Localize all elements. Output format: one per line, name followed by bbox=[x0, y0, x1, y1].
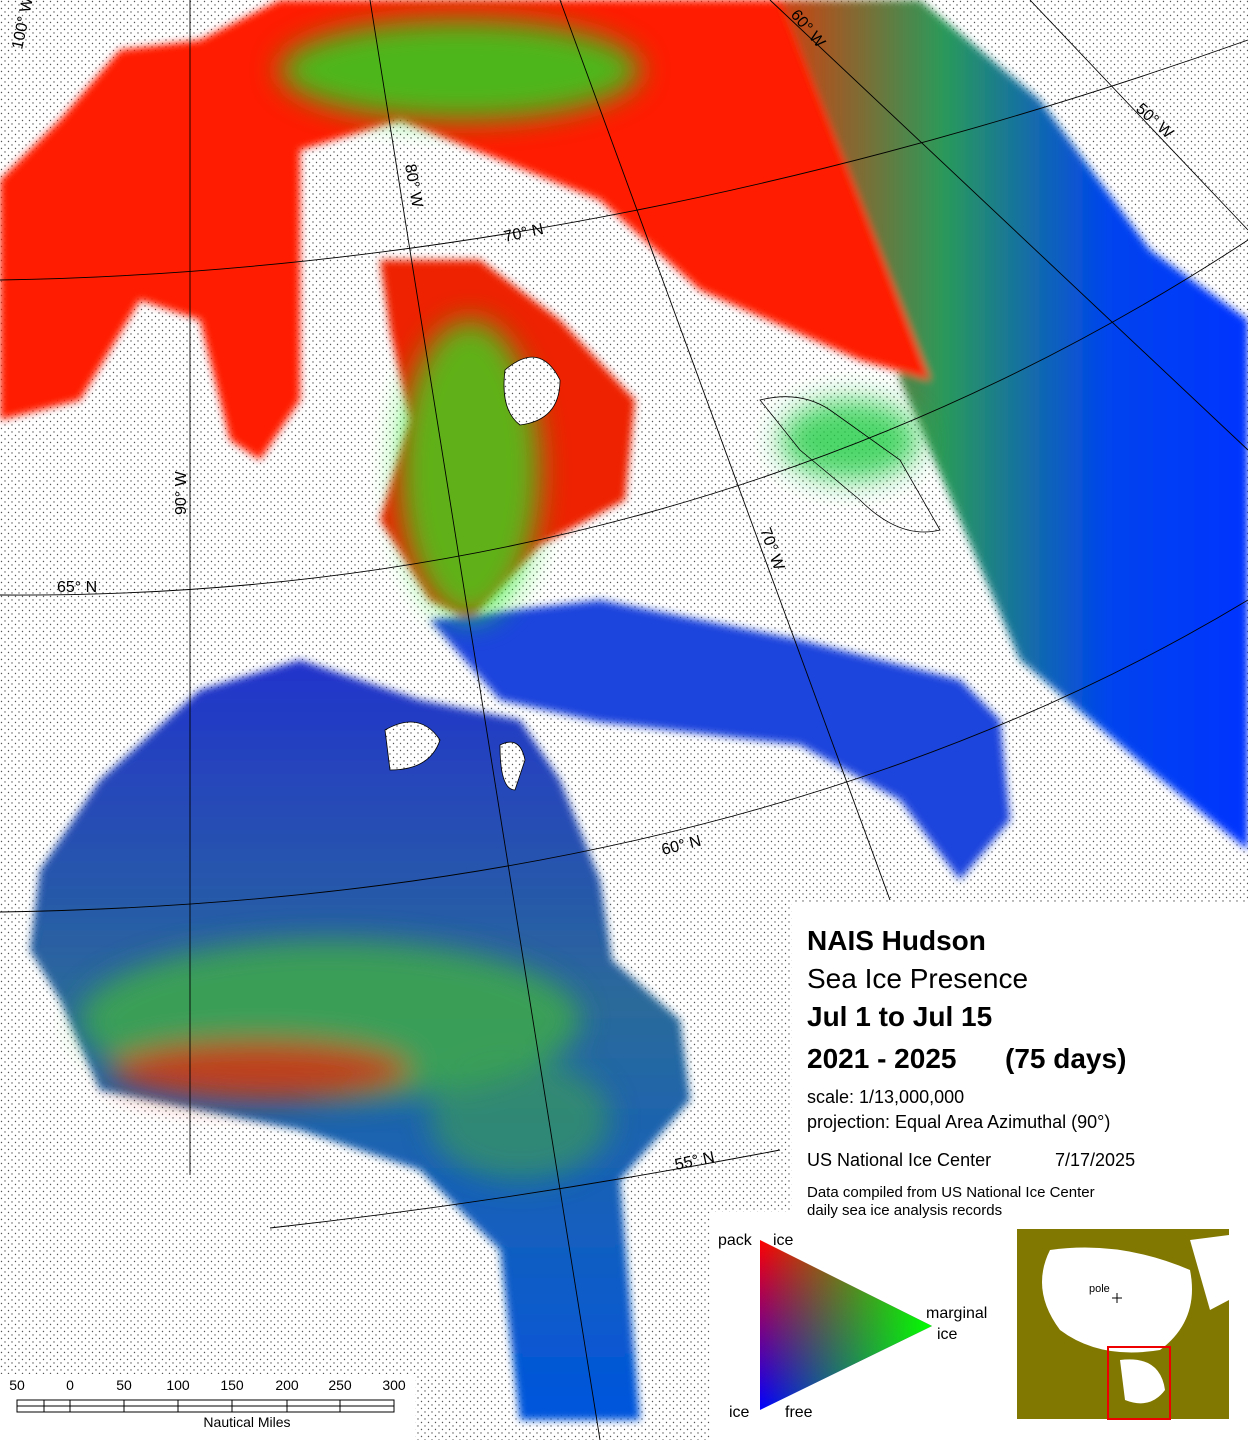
legend-panel: NAIS Hudson Sea Ice Presence Jul 1 to Ju… bbox=[710, 903, 1248, 1440]
legend-label: free bbox=[785, 1404, 813, 1421]
parallel bbox=[269, 1149, 781, 1229]
days: (75 days) bbox=[1005, 1043, 1126, 1074]
island bbox=[499, 741, 526, 791]
baffin-labrador bbox=[780, 0, 1248, 850]
panel-bg bbox=[792, 903, 1248, 1225]
scale-tick-label: 50 bbox=[116, 1377, 132, 1393]
legend-label: ice bbox=[937, 1326, 958, 1343]
subtitle: Sea Ice Presence bbox=[807, 963, 1028, 994]
period: Jul 1 to Jul 15 bbox=[807, 1001, 992, 1032]
inset-map: pole bbox=[1017, 1229, 1229, 1420]
scale-tick-label: 200 bbox=[275, 1377, 299, 1393]
inset-ocean bbox=[1120, 1359, 1165, 1404]
scale-tick-label: 50 bbox=[9, 1377, 25, 1393]
red-zone bbox=[110, 1040, 410, 1100]
island bbox=[503, 356, 561, 426]
inset-label: pole bbox=[1089, 1283, 1110, 1295]
legend-label: ice bbox=[729, 1404, 750, 1421]
island bbox=[384, 721, 441, 771]
parallel bbox=[0, 39, 1248, 281]
parallel bbox=[0, 599, 1248, 913]
meridian bbox=[369, 0, 601, 1440]
parallel bbox=[0, 239, 1248, 596]
scale-divisions bbox=[17, 1400, 394, 1412]
island bbox=[759, 396, 941, 533]
scale-tick-label: 100 bbox=[166, 1377, 190, 1393]
inset-frame bbox=[1107, 1346, 1171, 1420]
scale: scale: 1/13,000,000 bbox=[807, 1087, 964, 1107]
note: Data compiled from US National Ice Cente… bbox=[807, 1184, 1095, 1201]
legend-label: ice bbox=[773, 1232, 794, 1249]
scale-tick-label: 250 bbox=[328, 1377, 352, 1393]
green-zone bbox=[280, 20, 640, 120]
scale-unit: Nautical Miles bbox=[203, 1414, 290, 1430]
years: 2021 - 2025 bbox=[807, 1043, 956, 1074]
legend-triangle-overlay bbox=[760, 1240, 932, 1410]
arctic-channels bbox=[0, 0, 930, 460]
meridian-label: 90° W bbox=[173, 470, 190, 515]
islands bbox=[384, 356, 941, 791]
legend-label: pack bbox=[718, 1232, 753, 1249]
legend-label: marginal bbox=[926, 1305, 987, 1322]
agency: US National Ice Center bbox=[807, 1150, 991, 1170]
scale-tick-label: 150 bbox=[220, 1377, 244, 1393]
green-zone bbox=[780, 400, 920, 480]
scale-bar: Nautical Miles 50 0 50 100 150 200 250 300 bbox=[0, 1374, 415, 1440]
meridian bbox=[1029, 0, 1248, 231]
title: NAIS Hudson bbox=[807, 925, 986, 956]
ice-concentration bbox=[80, 20, 920, 1180]
date: 7/17/2025 bbox=[1055, 1150, 1135, 1170]
parallel-label: 65° N bbox=[57, 579, 97, 596]
green-zone bbox=[430, 1060, 610, 1180]
inset-ocean bbox=[1190, 1235, 1229, 1310]
pole-marker bbox=[1112, 1293, 1122, 1303]
scale-tick-label: 0 bbox=[66, 1377, 74, 1393]
meridian bbox=[559, 0, 891, 901]
scale-tick-label: 300 bbox=[382, 1377, 406, 1393]
hudson-strait bbox=[430, 600, 1010, 880]
projection: projection: Equal Area Azimuthal (90°) bbox=[807, 1112, 1110, 1132]
meridian bbox=[769, 0, 1248, 451]
note: daily sea ice analysis records bbox=[807, 1202, 1002, 1219]
